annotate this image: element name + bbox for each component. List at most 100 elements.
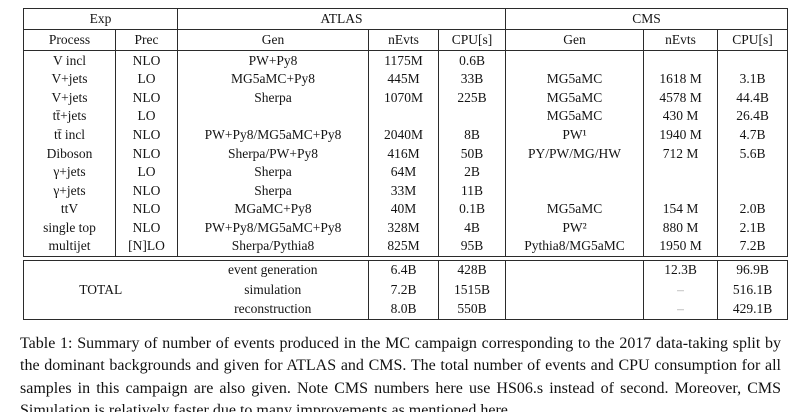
total-value: –	[643, 279, 719, 300]
total-value: 1515B	[438, 279, 507, 300]
cell-cpus: 4.7B	[717, 125, 789, 144]
column-header-2: Gen	[177, 29, 369, 51]
table-row: V+jets LO MG5aMC+Py8 445M 33B MG5aMC 1618 M 3.1…	[23, 69, 789, 89]
table-row: ttV NLO MGaMC+Py8 40M 0.1B MG5aMC 154 M 2.0B	[23, 199, 789, 219]
cell-gen: Sherpa	[177, 162, 369, 182]
cell-prec: [N]LO	[115, 236, 178, 257]
cell-cpus: 4B	[437, 218, 507, 237]
cell-cpus: 2.1B	[717, 218, 789, 237]
cell-cpus: 2.0B	[717, 199, 789, 219]
cell-prec: NLO	[115, 199, 178, 219]
cell-cpus	[717, 181, 789, 200]
total-value	[505, 299, 645, 320]
cell-process: γ+jets	[23, 162, 116, 182]
cell-cpus	[437, 106, 507, 126]
table-header: Exp ATLAS CMS Process Prec Gen nEvts CPU[s] Gen…	[23, 8, 789, 51]
cell-nevts	[643, 162, 719, 182]
column-header-1: Prec	[115, 29, 178, 51]
cell-gen	[505, 162, 645, 182]
column-header-0: Process	[23, 29, 116, 51]
cell-cpus: 44.4B	[717, 88, 789, 107]
cell-prec: NLO	[115, 143, 178, 163]
table-row: Diboson NLO Sherpa/PW+Py8 416M 50B PY/PW/MG/H…	[23, 143, 789, 163]
cell-gen: MGaMC+Py8	[177, 199, 369, 219]
cell-gen: Sherpa	[177, 88, 369, 107]
table-row: V+jets NLO Sherpa 1070M 225B MG5aMC 4578 M 44.4…	[23, 88, 789, 107]
cell-prec: LO	[115, 162, 178, 182]
cell-process: single top	[23, 218, 116, 237]
total-value: 516.1B	[717, 279, 789, 300]
cell-gen: PW¹	[505, 125, 645, 144]
header-group-row: Exp ATLAS CMS	[23, 8, 789, 30]
cell-cpus: 95B	[437, 236, 507, 257]
table-row: tt̄+jets LO MG5aMC 430 M 26.4B	[23, 106, 789, 126]
cell-gen: PW²	[505, 218, 645, 237]
cell-gen: MG5aMC	[505, 69, 645, 89]
cell-cpus: 33B	[437, 69, 507, 89]
cell-nevts: 416M	[368, 143, 439, 163]
cell-gen	[177, 106, 369, 126]
header-group-exp: Exp	[23, 8, 178, 30]
cell-gen: PW+Py8/MG5aMC+Py8	[177, 125, 369, 144]
total-stage-label: simulation	[177, 279, 370, 300]
cell-gen: PW+Py8	[177, 50, 369, 70]
cell-gen: Sherpa/Pythia8	[177, 236, 369, 257]
column-header-4: CPU[s]	[437, 29, 507, 51]
column-header-3: nEvts	[368, 29, 439, 51]
cell-process: γ+jets	[23, 181, 116, 200]
total-value	[505, 279, 645, 300]
cell-process: ttV	[23, 199, 116, 219]
cell-process: tt̄+jets	[23, 106, 116, 126]
cell-nevts: 1950 M	[643, 236, 719, 257]
table-row: tt̄ incl NLO PW+Py8/MG5aMC+Py8 2040M 8B PW¹ 19…	[23, 125, 789, 144]
total-value: 8.0B	[368, 299, 440, 320]
cell-nevts	[643, 181, 719, 200]
cell-process: Diboson	[23, 143, 116, 163]
total-value: 12.3B	[643, 260, 719, 280]
cell-nevts: 154 M	[643, 199, 719, 219]
cell-nevts: 445M	[368, 69, 439, 89]
table-row: multijet [N]LO Sherpa/Pythia8 825M 95B Pythia…	[23, 236, 789, 257]
header-group-atlas: ATLAS	[176, 8, 507, 30]
total-stage-label: reconstruction	[177, 299, 370, 320]
cell-gen: MG5aMC	[505, 106, 645, 126]
total-value: 96.9B	[717, 260, 789, 280]
cell-cpus: 0.6B	[437, 50, 507, 70]
total-value: –	[643, 299, 719, 320]
cell-nevts: 1940 M	[643, 125, 719, 144]
cell-gen: Pythia8/MG5aMC	[505, 236, 645, 257]
cell-nevts: 1618 M	[643, 69, 719, 89]
total-row: TOTAL event generation 6.4B 428B 12.3B 96.9B	[22, 260, 789, 320]
cell-prec: LO	[115, 69, 178, 89]
cell-cpus: 0.1B	[437, 199, 507, 219]
caption-here-link[interactable]: here	[480, 401, 508, 412]
total-label: TOTAL	[22, 260, 178, 320]
cell-cpus: 5.6B	[717, 143, 789, 163]
cell-prec: LO	[115, 106, 178, 126]
cell-prec: NLO	[115, 88, 178, 107]
total-value: 6.4B	[368, 260, 440, 280]
table-caption: Table 1: Summary of number of events pro…	[20, 333, 781, 412]
header-column-row: Process Prec Gen nEvts CPU[s] Gen nEvts CPU[s]	[23, 29, 789, 51]
cell-prec: NLO	[115, 218, 178, 237]
cell-cpus: 7.2B	[717, 236, 789, 257]
cell-nevts: 825M	[368, 236, 439, 257]
totals-table: TOTAL event generation 6.4B 428B 12.3B 96.9B s…	[22, 259, 789, 320]
cell-nevts	[643, 50, 719, 70]
cell-gen	[505, 50, 645, 70]
cell-nevts: 328M	[368, 218, 439, 237]
cell-nevts: 712 M	[643, 143, 719, 163]
total-row: simulation 7.2B 1515B –516.1B	[24, 279, 789, 300]
cell-nevts: 40M	[368, 199, 439, 219]
cell-gen: Sherpa	[177, 181, 369, 200]
cell-nevts: 430 M	[643, 106, 719, 126]
total-value: 429.1B	[717, 299, 789, 320]
cell-cpus: 26.4B	[717, 106, 789, 126]
cell-cpus	[717, 50, 789, 70]
cell-process: V incl	[23, 50, 116, 70]
cell-nevts: 880 M	[643, 218, 719, 237]
caption-period: .	[507, 401, 512, 412]
cell-prec: NLO	[115, 125, 178, 144]
table-row: single top NLO PW+Py8/MG5aMC+Py8 328M 4B PW² 8…	[23, 218, 789, 237]
